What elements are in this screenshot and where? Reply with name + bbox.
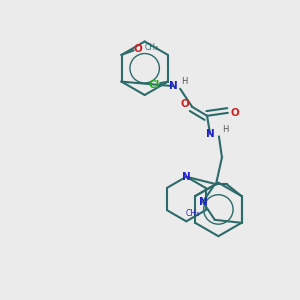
Text: O: O — [134, 44, 142, 54]
Text: O: O — [231, 108, 240, 118]
Text: Cl: Cl — [149, 80, 160, 90]
Text: H: H — [182, 77, 188, 86]
Text: CH₃: CH₃ — [185, 209, 200, 218]
Text: N: N — [199, 197, 207, 207]
Text: O: O — [180, 99, 189, 109]
Text: CH₃: CH₃ — [144, 43, 158, 52]
Text: N: N — [169, 81, 177, 91]
Text: N: N — [206, 129, 214, 139]
Text: H: H — [222, 125, 228, 134]
Text: N: N — [182, 172, 191, 182]
